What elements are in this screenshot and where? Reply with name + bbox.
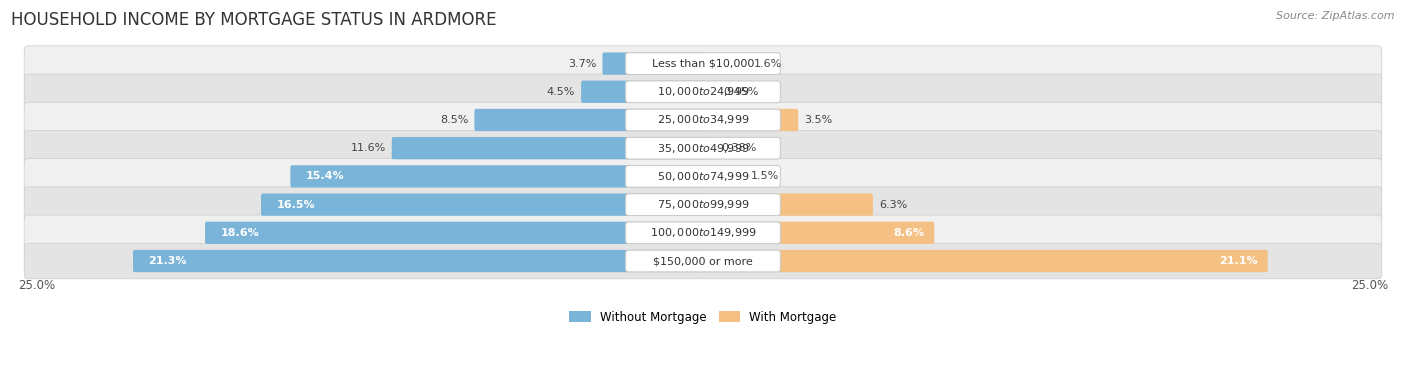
FancyBboxPatch shape: [626, 166, 780, 187]
Text: $100,000 to $149,999: $100,000 to $149,999: [650, 226, 756, 239]
FancyBboxPatch shape: [474, 109, 704, 131]
Text: 18.6%: 18.6%: [221, 228, 259, 238]
FancyBboxPatch shape: [134, 250, 704, 272]
Text: $25,000 to $34,999: $25,000 to $34,999: [657, 113, 749, 127]
FancyBboxPatch shape: [24, 159, 1382, 194]
FancyBboxPatch shape: [291, 165, 704, 187]
Text: 21.3%: 21.3%: [148, 256, 187, 266]
Text: 15.4%: 15.4%: [305, 171, 344, 181]
Text: $150,000 or more: $150,000 or more: [654, 256, 752, 266]
FancyBboxPatch shape: [702, 222, 934, 244]
FancyBboxPatch shape: [626, 137, 780, 159]
FancyBboxPatch shape: [24, 130, 1382, 166]
FancyBboxPatch shape: [626, 194, 780, 215]
Text: 11.6%: 11.6%: [350, 143, 385, 153]
FancyBboxPatch shape: [702, 194, 873, 216]
FancyBboxPatch shape: [205, 222, 704, 244]
FancyBboxPatch shape: [262, 194, 704, 216]
FancyBboxPatch shape: [626, 109, 780, 131]
Text: $10,000 to $24,999: $10,000 to $24,999: [657, 85, 749, 98]
FancyBboxPatch shape: [702, 81, 717, 103]
Text: $75,000 to $99,999: $75,000 to $99,999: [657, 198, 749, 211]
Text: 16.5%: 16.5%: [276, 200, 315, 210]
Text: HOUSEHOLD INCOME BY MORTGAGE STATUS IN ARDMORE: HOUSEHOLD INCOME BY MORTGAGE STATUS IN A…: [11, 11, 496, 29]
FancyBboxPatch shape: [702, 109, 799, 131]
Text: Less than $10,000: Less than $10,000: [652, 59, 754, 68]
Text: 1.5%: 1.5%: [751, 171, 779, 181]
FancyBboxPatch shape: [626, 222, 780, 244]
Text: 8.6%: 8.6%: [893, 228, 924, 238]
FancyBboxPatch shape: [702, 165, 745, 187]
Text: 21.1%: 21.1%: [1219, 256, 1258, 266]
FancyBboxPatch shape: [702, 250, 1268, 272]
FancyBboxPatch shape: [626, 81, 780, 103]
Text: 6.3%: 6.3%: [879, 200, 907, 210]
Text: 3.7%: 3.7%: [568, 59, 596, 68]
FancyBboxPatch shape: [626, 53, 780, 74]
Text: 1.6%: 1.6%: [754, 59, 782, 68]
FancyBboxPatch shape: [702, 137, 716, 160]
Text: $50,000 to $74,999: $50,000 to $74,999: [657, 170, 749, 183]
FancyBboxPatch shape: [24, 215, 1382, 251]
FancyBboxPatch shape: [581, 81, 704, 103]
FancyBboxPatch shape: [392, 137, 704, 160]
Text: 25.0%: 25.0%: [1351, 279, 1388, 291]
FancyBboxPatch shape: [702, 53, 748, 75]
FancyBboxPatch shape: [24, 102, 1382, 138]
Text: 0.38%: 0.38%: [721, 143, 756, 153]
Text: 25.0%: 25.0%: [18, 279, 55, 291]
FancyBboxPatch shape: [626, 250, 780, 272]
Legend: Without Mortgage, With Mortgage: Without Mortgage, With Mortgage: [565, 306, 841, 328]
Text: 3.5%: 3.5%: [804, 115, 832, 125]
FancyBboxPatch shape: [24, 46, 1382, 81]
FancyBboxPatch shape: [24, 243, 1382, 279]
FancyBboxPatch shape: [24, 187, 1382, 222]
FancyBboxPatch shape: [24, 74, 1382, 110]
Text: 8.5%: 8.5%: [440, 115, 468, 125]
FancyBboxPatch shape: [602, 53, 704, 75]
Text: $35,000 to $49,999: $35,000 to $49,999: [657, 142, 749, 155]
Text: Source: ZipAtlas.com: Source: ZipAtlas.com: [1277, 11, 1395, 21]
Text: 0.45%: 0.45%: [723, 87, 758, 97]
Text: 4.5%: 4.5%: [547, 87, 575, 97]
